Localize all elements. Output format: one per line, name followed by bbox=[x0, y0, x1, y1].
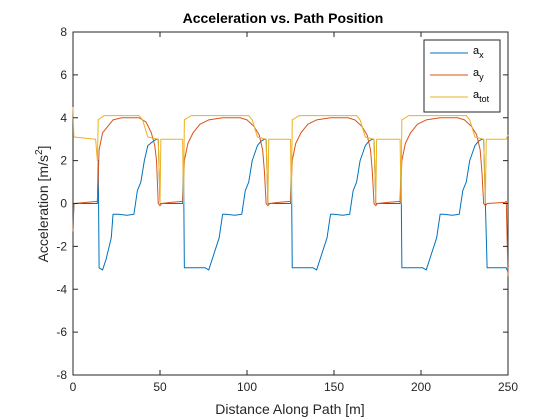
legend-label-a-y: ay bbox=[473, 67, 484, 82]
y-tick-label: -8 bbox=[56, 368, 67, 382]
y-tick-label: 2 bbox=[60, 154, 67, 168]
x-tick-label: 0 bbox=[70, 380, 77, 394]
series-line-a-tot bbox=[72, 107, 509, 204]
y-axis-label: Acceleration [m/s2] bbox=[34, 146, 51, 263]
y-axis-label-tail: ] bbox=[35, 146, 51, 150]
y-tick-label: 6 bbox=[60, 68, 67, 82]
x-tick-label: 200 bbox=[411, 380, 431, 394]
y-tick-label: -4 bbox=[56, 282, 67, 296]
legend-label-a-x: ax bbox=[473, 45, 484, 60]
y-axis-label-sup: 2 bbox=[34, 149, 45, 155]
y-tick-label: -2 bbox=[56, 239, 67, 253]
x-tick-label: 50 bbox=[153, 380, 167, 394]
y-ticks: -8 -6 -4 -2 0 2 4 6 8 bbox=[56, 25, 508, 382]
legend-box bbox=[423, 39, 501, 113]
chart-title: Acceleration vs. Path Position bbox=[183, 10, 384, 26]
y-tick-label: 0 bbox=[60, 197, 67, 211]
x-tick-label: 250 bbox=[498, 380, 518, 394]
x-tick-label: 100 bbox=[237, 380, 257, 394]
y-tick-label: 8 bbox=[60, 25, 67, 39]
x-axis-label: Distance Along Path [m] bbox=[215, 401, 364, 417]
y-tick-label: -6 bbox=[56, 325, 67, 339]
y-tick-label: 4 bbox=[60, 111, 67, 125]
series-group bbox=[72, 107, 509, 277]
x-tick-label: 150 bbox=[324, 380, 344, 394]
legend-label-a-tot: atot bbox=[473, 89, 490, 104]
x-ticks: 0 50 100 150 200 250 bbox=[70, 32, 518, 394]
legend: ax ay atot bbox=[423, 39, 501, 113]
y-axis-label-base: Acceleration [m/s bbox=[35, 155, 51, 262]
